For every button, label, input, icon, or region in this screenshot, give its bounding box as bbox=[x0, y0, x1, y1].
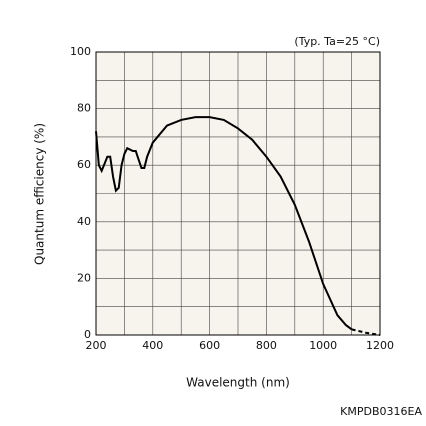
data-line bbox=[351, 328, 381, 336]
plot-frame bbox=[95, 51, 381, 336]
y-tick-label: 0 bbox=[84, 328, 91, 341]
x-tick-label: 200 bbox=[86, 339, 107, 352]
y-tick-label: 40 bbox=[77, 215, 91, 228]
y-tick-label: 60 bbox=[77, 158, 91, 171]
data-line bbox=[95, 116, 353, 331]
x-axis-label: Wavelength (nm) bbox=[186, 376, 290, 390]
annotation: (Typ. Ta=25 °C) bbox=[294, 35, 380, 48]
x-tick-label: 400 bbox=[142, 339, 163, 352]
footer: KMPDB0316EA bbox=[340, 405, 422, 418]
y-tick-label: 20 bbox=[77, 271, 91, 284]
x-tick-label: 1200 bbox=[366, 339, 394, 352]
y-tick-label: 80 bbox=[77, 102, 91, 115]
x-tick-label: 800 bbox=[256, 339, 277, 352]
y-tick-label: 100 bbox=[70, 45, 91, 58]
y-axis-label: Quantum efficiency (%) bbox=[33, 123, 47, 265]
x-tick-label: 600 bbox=[199, 339, 220, 352]
x-tick-label: 1000 bbox=[309, 339, 337, 352]
